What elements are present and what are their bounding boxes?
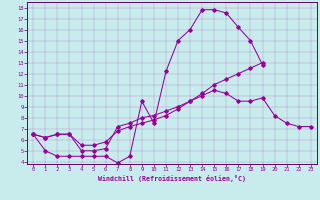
X-axis label: Windchill (Refroidissement éolien,°C): Windchill (Refroidissement éolien,°C) [98, 175, 246, 182]
